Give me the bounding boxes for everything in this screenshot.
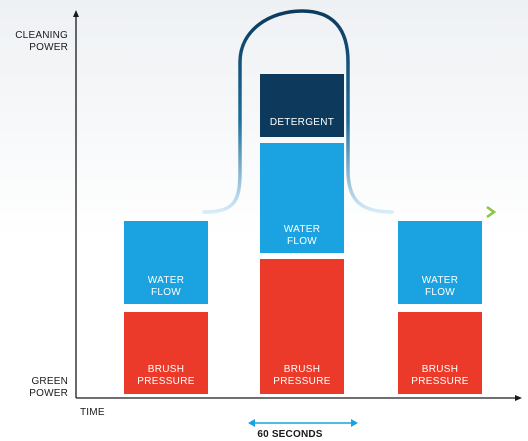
- right-brush-pressure-block: BRUSH PRESSURE: [398, 312, 482, 394]
- center-water-flow-block: WATER FLOW: [260, 143, 344, 253]
- center-water-flow-label: WATER FLOW: [283, 224, 321, 247]
- right-brush-pressure-label: BRUSH PRESSURE: [411, 364, 469, 387]
- center-brush-pressure-label: BRUSH PRESSURE: [273, 364, 331, 387]
- left-water-flow-label: WATER FLOW: [147, 275, 185, 298]
- left-water-flow-block: WATER FLOW: [124, 221, 208, 304]
- x-axis-arrowhead: [515, 395, 522, 401]
- left-brush-pressure-block: BRUSH PRESSURE: [124, 312, 208, 394]
- curve-arrowhead: [486, 205, 497, 219]
- y-axis-bottom-label: GREEN POWER: [29, 376, 68, 399]
- duration-arrow-left: [248, 419, 255, 427]
- right-water-flow-label: WATER FLOW: [421, 275, 459, 298]
- cleaning-power-curve: [202, 9, 394, 214]
- y-axis-arrowhead: [73, 10, 79, 17]
- center-detergent-label: DETERGENT: [269, 117, 335, 128]
- y-axis-top-label: CLEANING POWER: [15, 30, 68, 53]
- center-detergent-block: DETERGENT: [260, 74, 344, 137]
- left-brush-pressure-label: BRUSH PRESSURE: [137, 364, 195, 387]
- x-axis-label: TIME: [80, 407, 105, 418]
- right-water-flow-block: WATER FLOW: [398, 221, 482, 304]
- center-brush-pressure-block: BRUSH PRESSURE: [260, 259, 344, 394]
- duration-label: 60 SECONDS: [257, 429, 323, 440]
- duration-arrow-right: [351, 419, 358, 427]
